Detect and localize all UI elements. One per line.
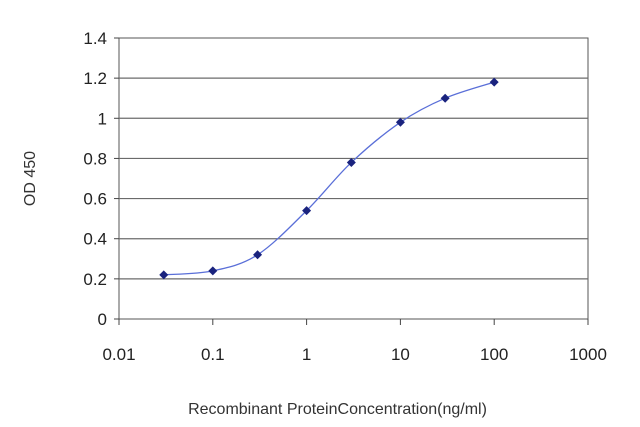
y-axis-ticks: 0 0.2 0.4 0.6 0.8 1 1.2 1.4 — [83, 29, 119, 329]
data-point — [253, 250, 263, 260]
x-tick-label: 0.1 — [201, 345, 225, 364]
series-line — [163, 81, 495, 276]
y-tick-label: 0.8 — [83, 149, 107, 168]
y-tick-label: 0.4 — [83, 230, 107, 249]
y-tick-label: 0.2 — [83, 270, 107, 289]
x-tick-label: 10 — [391, 345, 410, 364]
data-point — [395, 117, 405, 127]
y-tick-label: 1.2 — [83, 69, 107, 88]
x-tick-label: 100 — [480, 345, 508, 364]
x-axis-title: Recombinant ProteinConcentration(ng/ml) — [188, 401, 487, 418]
x-tick-label: 1 — [302, 345, 311, 364]
data-point — [159, 270, 169, 280]
data-points — [159, 77, 499, 280]
gridlines — [119, 77, 588, 280]
data-point — [489, 77, 499, 87]
y-tick-label: 0 — [98, 310, 107, 329]
x-tick-label: 0.01 — [102, 345, 135, 364]
data-point — [208, 266, 218, 276]
y-tick-label: 1.4 — [83, 29, 107, 48]
x-tick-label: 1000 — [569, 345, 607, 364]
y-axis-title: OD 450 — [22, 151, 39, 206]
plot-area — [118, 37, 589, 320]
y-tick-label: 1 — [98, 109, 107, 128]
data-point — [440, 93, 450, 103]
y-tick-label: 0.6 — [83, 190, 107, 209]
data-point — [346, 157, 356, 167]
x-axis-ticks: 0.01 0.1 1 10 100 1000 — [102, 319, 607, 364]
data-point — [302, 206, 312, 216]
